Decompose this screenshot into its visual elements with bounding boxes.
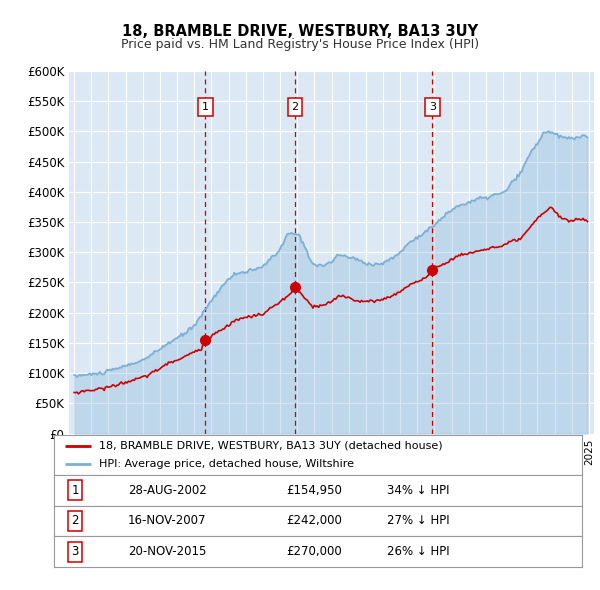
Text: 18, BRAMBLE DRIVE, WESTBURY, BA13 3UY (detached house): 18, BRAMBLE DRIVE, WESTBURY, BA13 3UY (d… bbox=[99, 441, 443, 451]
Text: 26% ↓ HPI: 26% ↓ HPI bbox=[386, 545, 449, 558]
Text: 27% ↓ HPI: 27% ↓ HPI bbox=[386, 514, 449, 527]
Text: 20-NOV-2015: 20-NOV-2015 bbox=[128, 545, 206, 558]
Text: 18, BRAMBLE DRIVE, WESTBURY, BA13 3UY: 18, BRAMBLE DRIVE, WESTBURY, BA13 3UY bbox=[122, 24, 478, 38]
Text: 1: 1 bbox=[71, 484, 79, 497]
Text: 2: 2 bbox=[71, 514, 79, 527]
Text: 28-AUG-2002: 28-AUG-2002 bbox=[128, 484, 206, 497]
Text: 1: 1 bbox=[202, 102, 209, 112]
Text: 3: 3 bbox=[429, 102, 436, 112]
Text: HPI: Average price, detached house, Wiltshire: HPI: Average price, detached house, Wilt… bbox=[99, 459, 354, 469]
Text: 3: 3 bbox=[71, 545, 79, 558]
Text: 16-NOV-2007: 16-NOV-2007 bbox=[128, 514, 206, 527]
Text: 2: 2 bbox=[292, 102, 299, 112]
Text: Price paid vs. HM Land Registry's House Price Index (HPI): Price paid vs. HM Land Registry's House … bbox=[121, 38, 479, 51]
Text: £270,000: £270,000 bbox=[286, 545, 342, 558]
Text: £242,000: £242,000 bbox=[286, 514, 342, 527]
Text: 34% ↓ HPI: 34% ↓ HPI bbox=[386, 484, 449, 497]
Text: £154,950: £154,950 bbox=[286, 484, 342, 497]
